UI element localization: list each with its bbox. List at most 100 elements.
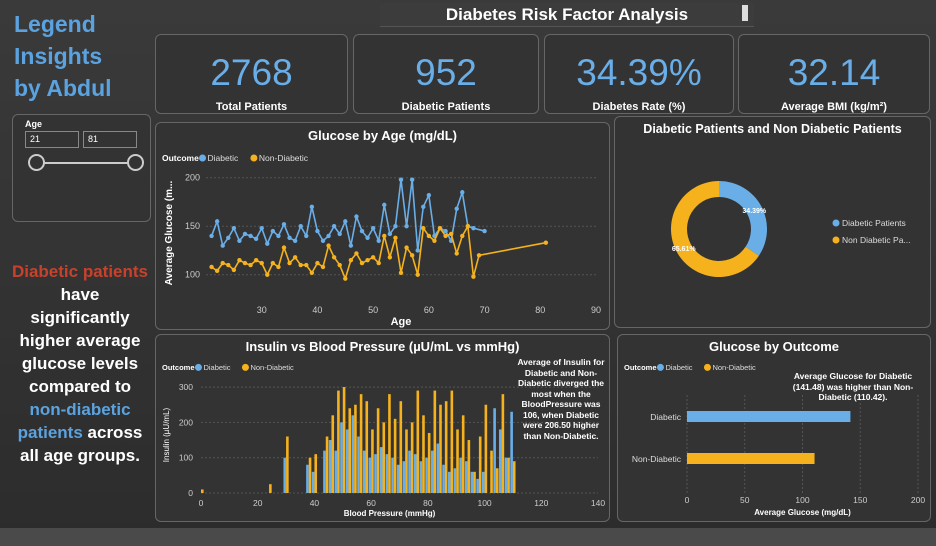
bar-non-diabetic <box>269 484 272 493</box>
age-max-input[interactable]: 81 <box>83 131 137 148</box>
data-point <box>398 270 404 275</box>
legend-label: Diabetic <box>665 363 692 372</box>
bar-non-diabetic <box>490 450 493 493</box>
bar-diabetic <box>493 408 496 493</box>
data-point <box>382 233 387 239</box>
age-min-input[interactable]: 21 <box>25 131 79 148</box>
y-tick-label: 200 <box>185 173 200 183</box>
bar-non-diabetic <box>325 436 329 493</box>
insight-middle: have significantly higher average glucos… <box>19 285 141 396</box>
age-slider-min-handle[interactable] <box>28 154 45 171</box>
age-slicer: Age 21 81 <box>12 114 151 222</box>
glucose-outcome-card: Glucose by Outcome Outcome Diabetic Non-Di… <box>617 334 931 522</box>
brand-line-2: Insights <box>14 43 103 69</box>
data-point <box>209 233 214 239</box>
chart-title: Diabetic Patients and Non Diabetic Patie… <box>643 122 902 136</box>
legend-label: Non-Diabetic <box>250 363 294 372</box>
data-point <box>259 225 264 231</box>
bar-non-diabetic <box>331 415 335 493</box>
legend-title: Outcome <box>162 363 195 372</box>
bar-non-diabetic <box>427 432 431 493</box>
data-point <box>454 206 459 211</box>
data-point <box>259 260 264 266</box>
bar-non-diabetic <box>495 468 499 493</box>
dashboard-title-text: Diabetes Risk Factor Analysis <box>445 5 689 24</box>
age-slider-track[interactable] <box>33 162 133 164</box>
bar-non-diabetic <box>337 390 340 493</box>
data-point <box>237 238 242 243</box>
bar-non-diabetic <box>473 471 476 493</box>
bar-non-diabetic <box>512 461 516 493</box>
x-tick-label: 50 <box>368 305 378 315</box>
bar-diabetic <box>408 450 411 493</box>
data-point <box>393 224 398 229</box>
data-point <box>214 268 220 274</box>
kpi-value: 952 <box>415 52 477 93</box>
bar-diabetic <box>368 457 372 493</box>
data-point <box>382 202 387 208</box>
bar-non-diabetic <box>399 401 403 493</box>
donut-chart: 34.39% 65.61% Diabetic Patients Non Diabeti… <box>671 181 911 277</box>
data-point <box>443 233 448 239</box>
glucose-by-age-chart: Outcome Diabetic Non-Diabetic 100 150 200 30 40… <box>162 153 601 328</box>
insight-text: Diabetic patients have significantly hig… <box>10 260 150 467</box>
x-tick-label: 50 <box>740 495 750 505</box>
category-label: Non-Diabetic <box>632 454 682 464</box>
x-tick-label: 100 <box>795 495 809 505</box>
bar-diabetic <box>283 457 287 493</box>
slicer-title: Age <box>25 119 43 129</box>
data-point <box>237 257 242 263</box>
data-point <box>276 233 281 239</box>
kpi-label: Average BMI (kg/m²) <box>781 101 887 113</box>
bar-non-diabetic <box>439 404 442 493</box>
bar-diabetic <box>436 443 440 493</box>
donut-data-label: 65.61% <box>672 246 697 253</box>
data-point <box>354 251 359 256</box>
x-tick-label: 80 <box>423 498 433 508</box>
x-axis-label: Age <box>391 316 412 328</box>
legend-label: Non-Diabetic <box>712 363 756 372</box>
insight-end: across all age groups. <box>20 423 143 465</box>
data-point <box>226 262 231 268</box>
data-point <box>220 243 225 248</box>
brand-line-3: by Abdul <box>14 75 112 101</box>
data-point <box>426 233 432 239</box>
x-tick-label: 60 <box>366 498 376 508</box>
legend-marker <box>199 154 207 162</box>
data-point <box>348 243 354 248</box>
data-point <box>404 224 409 229</box>
bar-diabetic <box>459 457 462 493</box>
bar-non-diabetic <box>308 457 312 493</box>
series-line-diabetic <box>210 179 485 251</box>
data-point <box>309 204 315 210</box>
data-point <box>298 262 303 268</box>
age-slider-max-handle[interactable] <box>127 154 144 171</box>
bar-diabetic <box>453 468 457 493</box>
x-axis-label: Average Glucose (mg/dL) <box>754 508 851 517</box>
bar-diabetic <box>413 454 417 493</box>
bar-non-diabetic <box>393 418 397 493</box>
y-tick-label: 150 <box>185 221 200 231</box>
kpi-label: Diabetes Rate (%) <box>592 101 686 113</box>
insight-diabetic: Diabetic patients <box>11 262 149 281</box>
x-tick-label: 140 <box>591 498 605 508</box>
data-point <box>409 253 415 258</box>
data-point <box>326 243 331 248</box>
data-point <box>387 231 393 237</box>
bar-non-diabetic <box>382 422 386 493</box>
bar-diabetic <box>425 457 428 493</box>
data-point <box>292 255 298 260</box>
legend-marker <box>241 363 249 371</box>
bar-non-diabetic <box>376 408 380 493</box>
data-point <box>315 228 320 234</box>
data-point <box>315 260 320 266</box>
data-point <box>415 248 420 253</box>
kpi-total-patients: 2768 Total Patients <box>155 34 348 114</box>
data-point <box>287 235 292 241</box>
data-point <box>298 224 303 229</box>
data-point <box>242 260 248 266</box>
data-point <box>209 264 214 270</box>
scrollbar-thumb[interactable] <box>742 5 748 21</box>
data-point <box>242 231 248 237</box>
bar-non-diabetic <box>359 394 363 493</box>
